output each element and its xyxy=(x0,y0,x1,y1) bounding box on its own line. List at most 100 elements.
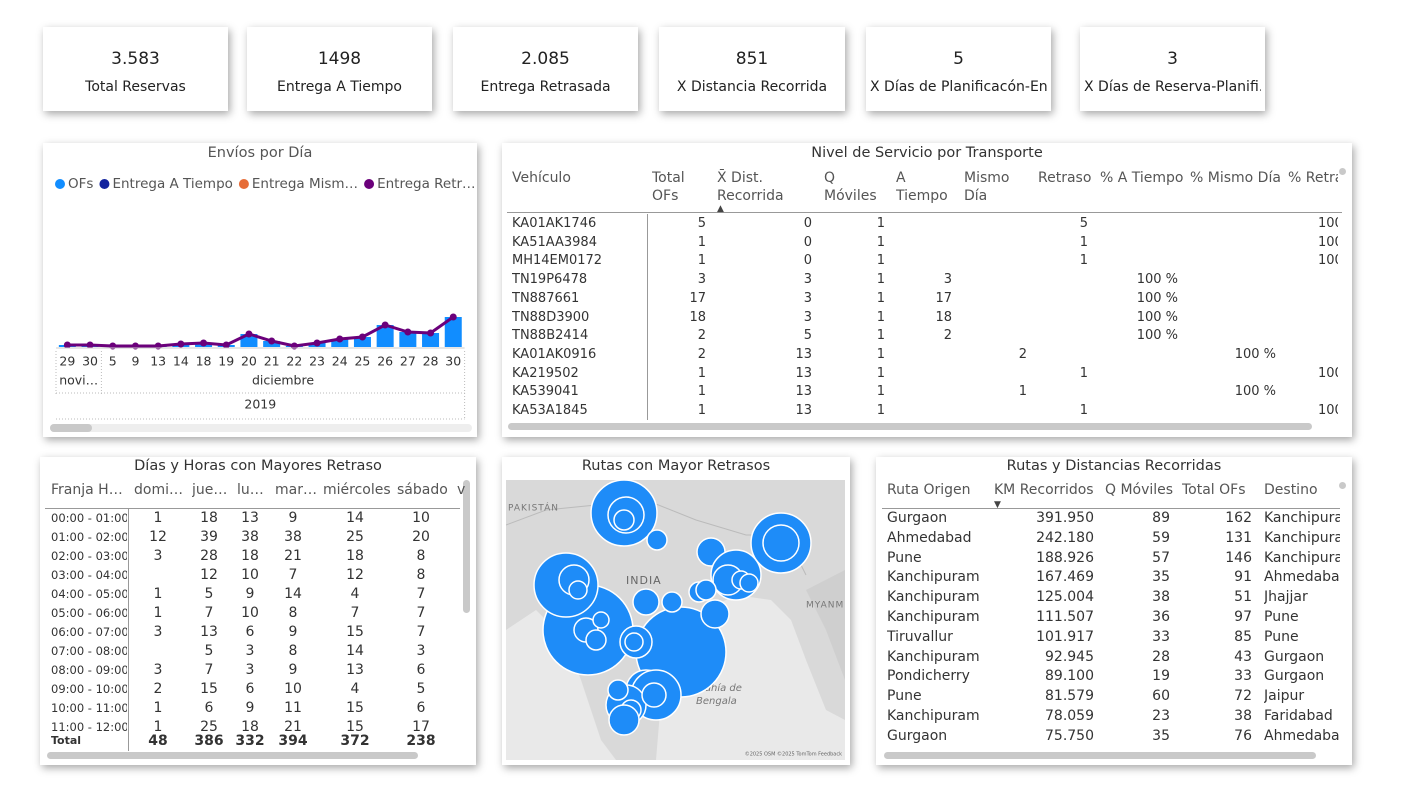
kpi-card: 851 X̄ Distancia Recorrida xyxy=(659,27,845,111)
sort-indicator[interactable]: ▼ xyxy=(994,500,1001,510)
table-cell: 11 xyxy=(284,700,302,716)
table-cell: Ahmedabad xyxy=(887,529,972,546)
column-header: % Retra xyxy=(1288,170,1338,186)
sea xyxy=(506,610,616,760)
table-cell: 1 xyxy=(876,365,885,381)
kpi-card: 2.085 Entrega Retrasada xyxy=(453,27,638,111)
table-cell: 18 xyxy=(689,309,706,325)
table-cell: TN88B2414 xyxy=(512,328,589,344)
table-cell: 1 xyxy=(1079,365,1088,381)
table-cell: MH14EM0172 xyxy=(512,253,603,269)
bar xyxy=(444,317,462,347)
table-cell: 8 xyxy=(288,605,298,621)
card-value: 851 xyxy=(735,49,769,69)
line-marker xyxy=(313,339,321,347)
table-cell: 3 xyxy=(943,272,952,288)
column-header: mar… xyxy=(275,482,317,498)
column-header: Mismo Día xyxy=(964,170,1010,204)
table-cell: 15 xyxy=(346,719,364,735)
bar xyxy=(353,337,371,347)
table-cell: Gurgaon xyxy=(1264,648,1325,665)
scrollbar-thumb[interactable] xyxy=(463,480,470,613)
x-group-label: 2019 xyxy=(244,397,276,412)
column-rule xyxy=(128,509,129,751)
scrollbar-thumb[interactable] xyxy=(508,423,1312,430)
column-header: Total OFs xyxy=(1182,482,1246,498)
table-cell: 3 xyxy=(803,309,812,325)
table-cell: 10 xyxy=(241,605,259,621)
header-rule xyxy=(882,508,1340,509)
table-cell: KA219502 xyxy=(512,365,579,381)
table-cell: 1 xyxy=(1079,234,1088,250)
kpi-card: 3 X̄ Días de Reserva-Planifi… xyxy=(1080,27,1265,111)
x-tick-label: 25 xyxy=(354,354,370,369)
table-cell: 1 xyxy=(876,403,885,418)
table-cell: 1 xyxy=(876,216,885,231)
line-marker xyxy=(336,335,344,343)
table-cell: 100 % xyxy=(1234,346,1276,362)
table-cell: 1 xyxy=(1079,253,1088,269)
table-cell: 1 xyxy=(1018,384,1027,400)
scrollbar-thumb[interactable] xyxy=(1339,482,1346,489)
sort-indicator[interactable]: ▲ xyxy=(717,204,724,214)
scrollbar-thumb[interactable] xyxy=(884,752,1316,759)
table-cell: 23 xyxy=(1152,708,1170,724)
card-label: Total Reservas xyxy=(85,79,186,95)
table-cell: 21 xyxy=(284,548,302,564)
table-cell: Jhajjar xyxy=(1264,589,1308,606)
table-cell: 12 xyxy=(149,529,167,545)
total-cell: Total xyxy=(51,734,82,747)
card-label: X̄ Días de Reserva-Planifi… xyxy=(1084,79,1261,95)
table-cell: 3 xyxy=(245,643,255,659)
bar xyxy=(399,332,417,347)
table-cell: 13 xyxy=(795,384,812,400)
table-cell: 3 xyxy=(153,624,163,640)
line-marker xyxy=(177,340,185,348)
column-header: % A Tiempo xyxy=(1100,170,1184,186)
attribution[interactable]: ©2025 OSM ©2025 TomTom Feedback xyxy=(745,751,842,758)
x-tick-label: 14 xyxy=(173,354,189,369)
table-cell: 1 xyxy=(697,365,706,381)
table-cell: 3 xyxy=(153,662,163,678)
table-cell: 2 xyxy=(1018,346,1027,362)
table-cell: 92.945 xyxy=(1045,648,1094,665)
table-cell: 100 % xyxy=(1136,290,1178,306)
chart-panel xyxy=(43,143,477,437)
table-cell: Faridabad xyxy=(1264,708,1333,724)
column-header: sábado xyxy=(397,482,448,498)
table-cell: 1 xyxy=(876,346,885,362)
table-cell: 188.926 xyxy=(1036,549,1094,566)
table-cell: Pune xyxy=(887,688,922,705)
table-cell: 5 xyxy=(416,681,426,697)
x-tick-label: 21 xyxy=(264,354,280,369)
x-tick-label: 26 xyxy=(377,354,393,369)
scrollbar-thumb[interactable] xyxy=(50,424,92,432)
table-cell: 3 xyxy=(803,272,812,288)
table-cell: 21 xyxy=(284,719,302,735)
table-cell: 3 xyxy=(416,643,426,659)
table-cell: 10:00 - 11:00 xyxy=(51,701,127,715)
kpi-card: 1498 Entrega A Tiempo xyxy=(247,27,432,111)
table-title: Rutas y Distancias Recorridas xyxy=(1006,458,1222,474)
scrollbar-thumb[interactable] xyxy=(1339,168,1346,175)
line-marker xyxy=(449,313,457,321)
table-cell: KA01AK0916 xyxy=(512,346,597,362)
table-cell: 60 xyxy=(1152,688,1170,705)
table-cell: 1 xyxy=(697,234,706,250)
table-cell: 131 xyxy=(1225,529,1252,546)
table-cell: 1 xyxy=(153,605,163,621)
x-tick-label: 9 xyxy=(131,354,139,369)
scrollbar[interactable] xyxy=(50,424,472,432)
table-cell: 43 xyxy=(1234,648,1252,665)
map-label: INDIA xyxy=(626,574,662,587)
table-cell: 81.579 xyxy=(1045,688,1094,705)
table-cell: 162 xyxy=(1225,510,1252,526)
table-cell: 12 xyxy=(346,567,364,583)
scrollbar-thumb[interactable] xyxy=(47,752,418,759)
column-header: Q Móviles xyxy=(1105,482,1174,498)
table-cell: 5 xyxy=(204,643,214,659)
card-label: X̄ Distancia Recorrida xyxy=(676,79,828,95)
table-cell: 125.004 xyxy=(1036,589,1094,606)
table-cell: 15 xyxy=(346,624,364,640)
table-cell: 13 xyxy=(200,624,218,640)
